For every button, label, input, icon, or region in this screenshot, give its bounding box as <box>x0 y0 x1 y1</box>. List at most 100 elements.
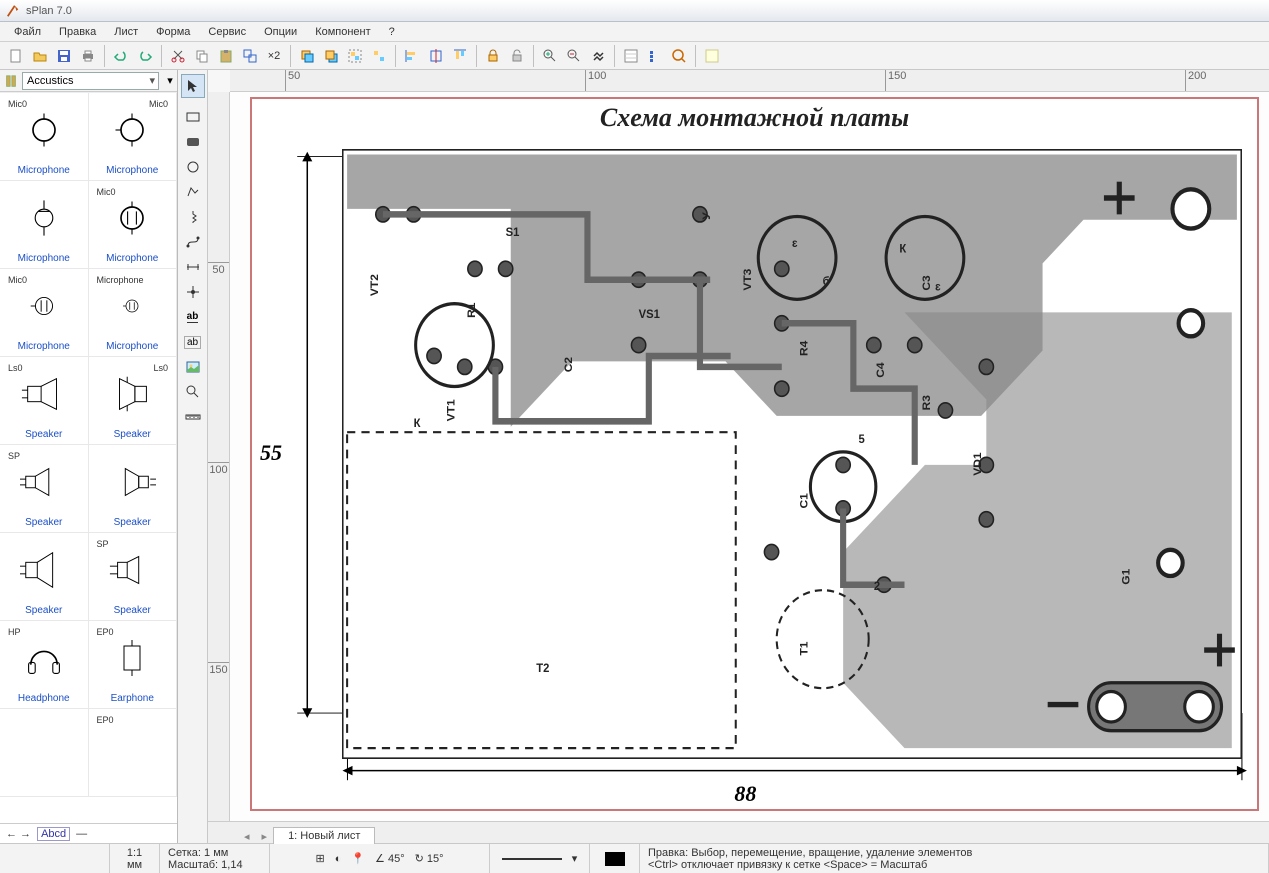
sheet-tab-1[interactable]: 1: Новый лист <box>273 827 375 844</box>
new-button[interactable] <box>4 44 28 68</box>
library-item[interactable]: Speaker <box>89 445 178 533</box>
library-item[interactable]: Ls0Speaker <box>0 357 89 445</box>
app-title: sPlan 7.0 <box>26 5 72 17</box>
dim-height: 55 <box>260 440 282 466</box>
find-button[interactable] <box>586 44 610 68</box>
menu-help[interactable]: ? <box>381 24 403 40</box>
library-item[interactable]: SPSpeaker <box>89 533 178 621</box>
main-toolbar: ×2 <box>0 42 1269 70</box>
back-button[interactable] <box>319 44 343 68</box>
library-item[interactable]: Mic0Microphone <box>89 93 178 181</box>
menu-options[interactable]: Опции <box>256 24 305 40</box>
front-button[interactable] <box>295 44 319 68</box>
cut-button[interactable] <box>166 44 190 68</box>
library-item[interactable]: Mic0Microphone <box>89 181 178 269</box>
library-item[interactable]: EP0 <box>89 709 178 797</box>
x2-button[interactable]: ×2 <box>262 44 286 68</box>
zoom-tool[interactable] <box>181 380 205 404</box>
lib-minus-button[interactable]: — <box>76 828 87 840</box>
svg-text:5: 5 <box>858 433 865 446</box>
copy-button[interactable] <box>190 44 214 68</box>
rrect-tool[interactable] <box>181 130 205 154</box>
pointer-tool[interactable] <box>181 74 205 98</box>
lock-button[interactable] <box>481 44 505 68</box>
svg-text:T1: T1 <box>798 641 811 656</box>
magnify-button[interactable] <box>667 44 691 68</box>
snap-pin-icon[interactable]: 📍 <box>351 852 365 865</box>
print-button[interactable] <box>76 44 100 68</box>
library-item[interactable]: Mic0Microphone <box>0 269 89 357</box>
library-dropdown-icon[interactable]: ▾ <box>163 74 177 87</box>
paste-button[interactable] <box>214 44 238 68</box>
rot-angle15[interactable]: ↻ 15° <box>415 852 444 865</box>
rect-tool[interactable] <box>181 105 205 129</box>
library-item[interactable]: Mic0Microphone <box>0 93 89 181</box>
align-t-button[interactable] <box>448 44 472 68</box>
preview-button[interactable] <box>700 44 724 68</box>
snap-angle45[interactable]: ∠ 45° <box>375 852 405 865</box>
pcb-layout: S1 VS1 У VT2 VT1 VT3 C2 C3 C4 R1 R3 <box>342 149 1242 759</box>
vertical-ruler: 50100150200 <box>208 92 230 821</box>
library-icon[interactable] <box>0 74 22 88</box>
tab-scroll-left[interactable]: ◂ <box>238 830 256 843</box>
linewidth-preview[interactable] <box>502 858 562 860</box>
align-c-button[interactable] <box>424 44 448 68</box>
snap-grid-icon[interactable]: ⊞ <box>315 852 324 865</box>
menu-service[interactable]: Сервис <box>200 24 254 40</box>
library-footer: ← → Abcd — <box>0 823 177 843</box>
lib-abcd-button[interactable]: Abcd <box>37 827 70 841</box>
redo-button[interactable] <box>133 44 157 68</box>
library-item[interactable] <box>0 709 89 797</box>
drawing-canvas[interactable]: Схема монтажной платы 55 <box>230 92 1269 821</box>
library-item[interactable]: SPSpeaker <box>0 445 89 533</box>
save-button[interactable] <box>52 44 76 68</box>
image-tool[interactable] <box>181 355 205 379</box>
library-item[interactable]: Microphone <box>0 181 89 269</box>
special-tool[interactable] <box>181 205 205 229</box>
library-item[interactable]: EP0Earphone <box>89 621 178 709</box>
library-item[interactable]: MicrophoneMicrophone <box>89 269 178 357</box>
menu-edit[interactable]: Правка <box>51 24 104 40</box>
status-bar: 1:1 мм Сетка: 1 мм Масштаб: 1,14 ⊞ ◐ 📍 ∠… <box>0 843 1269 873</box>
menu-bar: Файл Правка Лист Форма Сервис Опции Комп… <box>0 22 1269 42</box>
poly-tool[interactable] <box>181 180 205 204</box>
menu-sheet[interactable]: Лист <box>106 24 146 40</box>
node-tool[interactable] <box>181 280 205 304</box>
svg-text:R4: R4 <box>798 340 811 356</box>
library-item[interactable]: HPHeadphone <box>0 621 89 709</box>
text-bold-tool[interactable]: ab <box>181 305 205 329</box>
zoomin-button[interactable] <box>538 44 562 68</box>
undo-button[interactable] <box>109 44 133 68</box>
status-grid: Сетка: 1 мм <box>168 847 261 859</box>
snap-contrast-icon[interactable]: ◐ <box>335 853 342 865</box>
bezier-tool[interactable] <box>181 230 205 254</box>
linewidth-dropdown-icon[interactable]: ▾ <box>572 852 578 865</box>
duplicate-button[interactable] <box>238 44 262 68</box>
svg-text:R1: R1 <box>465 302 478 318</box>
dimension-tool[interactable] <box>181 255 205 279</box>
color-swatch[interactable] <box>605 852 625 866</box>
status-zoom: Масштаб: 1,14 <box>168 859 261 871</box>
list-button[interactable] <box>643 44 667 68</box>
library-category-combo[interactable]: Accustics <box>22 72 159 90</box>
library-item[interactable]: Speaker <box>0 533 89 621</box>
menu-file[interactable]: Файл <box>6 24 49 40</box>
circle-tool[interactable] <box>181 155 205 179</box>
menu-form[interactable]: Форма <box>148 24 198 40</box>
library-item[interactable]: Ls0Speaker <box>89 357 178 445</box>
grid-button[interactable] <box>619 44 643 68</box>
text-tool[interactable]: ab <box>181 330 205 354</box>
menu-component[interactable]: Компонент <box>307 24 378 40</box>
library-grid: Mic0MicrophoneMic0MicrophoneMicrophoneMi… <box>0 92 177 823</box>
zoomout-button[interactable] <box>562 44 586 68</box>
svg-text:C3: C3 <box>920 275 933 291</box>
svg-text:б: б <box>823 275 830 288</box>
open-button[interactable] <box>28 44 52 68</box>
align-l-button[interactable] <box>400 44 424 68</box>
tab-scroll-right[interactable]: ▸ <box>256 830 274 843</box>
unlock-button[interactable] <box>505 44 529 68</box>
group-button[interactable] <box>343 44 367 68</box>
measure-tool[interactable] <box>181 405 205 429</box>
ungroup-button[interactable] <box>367 44 391 68</box>
lib-nav-arrows[interactable]: ← → <box>6 828 31 840</box>
